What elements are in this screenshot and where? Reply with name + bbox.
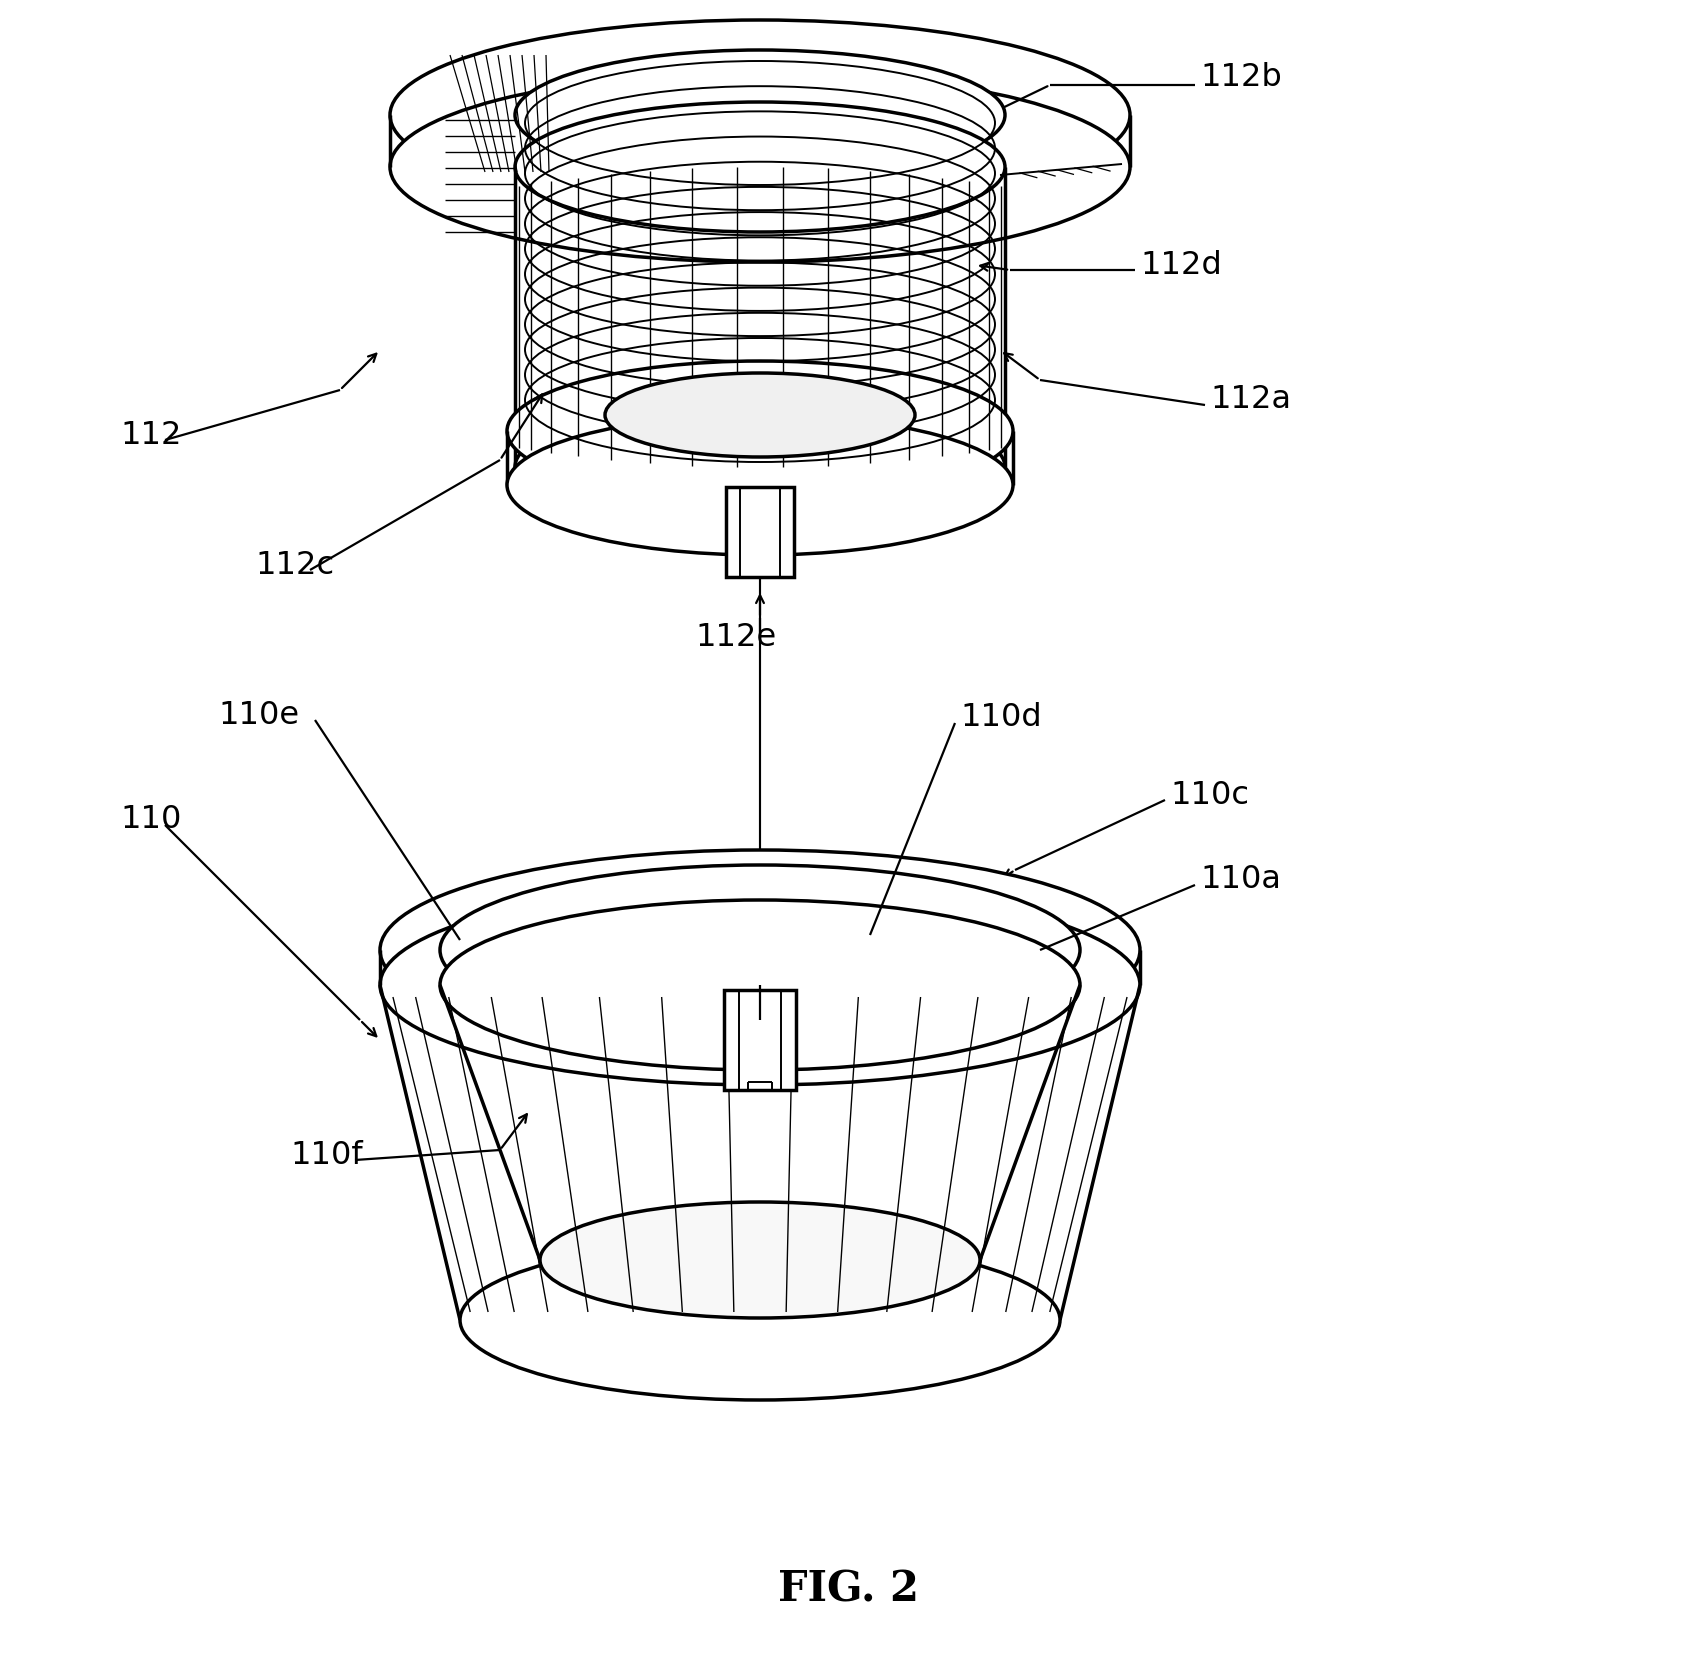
Ellipse shape — [439, 865, 1080, 1035]
Text: 112a: 112a — [1209, 384, 1291, 416]
Ellipse shape — [380, 850, 1140, 1050]
Text: FIG. 2: FIG. 2 — [777, 1569, 919, 1611]
Ellipse shape — [539, 1201, 980, 1318]
Ellipse shape — [460, 1240, 1060, 1399]
Text: 110e: 110e — [219, 699, 298, 730]
Ellipse shape — [390, 20, 1130, 210]
Ellipse shape — [507, 361, 1013, 501]
Text: 110a: 110a — [1201, 865, 1280, 895]
Ellipse shape — [439, 900, 1080, 1070]
Ellipse shape — [380, 850, 1140, 1050]
Text: 110c: 110c — [1170, 779, 1248, 810]
Ellipse shape — [380, 885, 1140, 1085]
Ellipse shape — [516, 403, 1006, 532]
Bar — [724, 990, 795, 1090]
Text: 110: 110 — [120, 804, 181, 835]
Text: 110f: 110f — [290, 1140, 363, 1170]
Text: 110d: 110d — [960, 702, 1041, 734]
Ellipse shape — [516, 50, 1006, 180]
Text: 112: 112 — [120, 419, 181, 451]
Text: 112d: 112d — [1140, 250, 1221, 281]
Text: 112c: 112c — [254, 549, 334, 581]
Bar — [726, 488, 794, 577]
Text: 110g: 110g — [668, 970, 750, 1000]
Text: 112b: 112b — [1201, 63, 1282, 93]
Text: 112e: 112e — [695, 622, 777, 654]
Ellipse shape — [605, 373, 916, 458]
Ellipse shape — [390, 72, 1130, 261]
Ellipse shape — [516, 102, 1006, 231]
Ellipse shape — [390, 20, 1130, 210]
Ellipse shape — [507, 414, 1013, 556]
